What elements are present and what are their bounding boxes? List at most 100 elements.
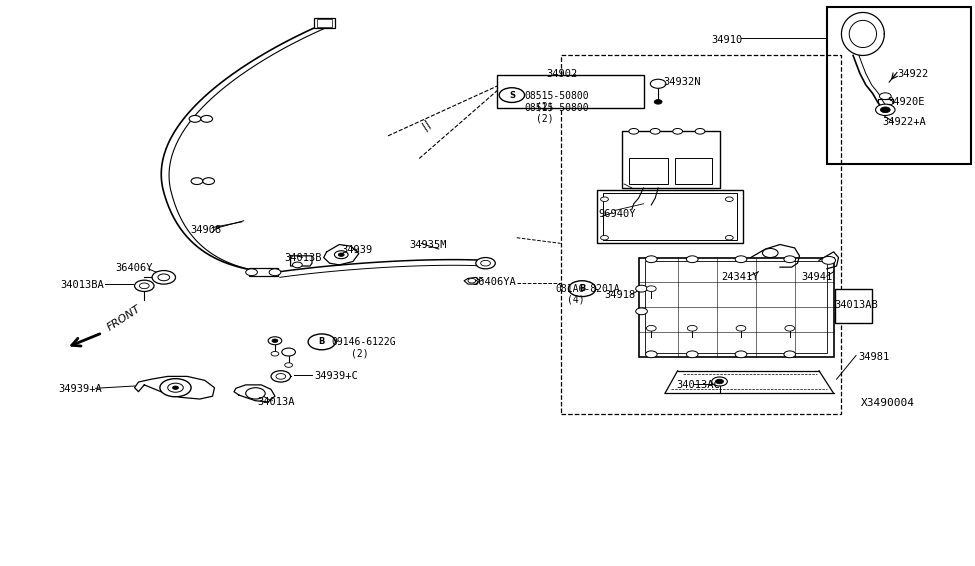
Text: 36406YA: 36406YA bbox=[472, 277, 516, 287]
Text: FRONT: FRONT bbox=[105, 304, 142, 333]
Bar bbox=[622, 131, 720, 188]
Circle shape bbox=[650, 79, 666, 88]
Circle shape bbox=[201, 115, 213, 122]
Circle shape bbox=[282, 348, 295, 356]
Circle shape bbox=[499, 88, 525, 102]
Circle shape bbox=[785, 325, 795, 331]
Text: 09146-6122G: 09146-6122G bbox=[332, 337, 396, 347]
Circle shape bbox=[686, 351, 698, 358]
Bar bbox=[561, 55, 841, 414]
Circle shape bbox=[735, 351, 747, 358]
Text: 34918: 34918 bbox=[604, 290, 636, 301]
Circle shape bbox=[246, 388, 265, 399]
Text: 34013B: 34013B bbox=[285, 252, 322, 263]
Bar bbox=[603, 193, 737, 240]
Bar bbox=[827, 7, 971, 164]
Bar bbox=[314, 18, 335, 28]
Circle shape bbox=[271, 351, 279, 356]
Circle shape bbox=[879, 93, 891, 100]
Circle shape bbox=[876, 104, 895, 115]
Text: X3490004: X3490004 bbox=[861, 398, 915, 408]
Circle shape bbox=[135, 280, 154, 291]
Text: 34941: 34941 bbox=[801, 272, 833, 282]
Circle shape bbox=[338, 253, 344, 256]
Text: 36406Y: 36406Y bbox=[115, 263, 152, 273]
Bar bbox=[497, 75, 644, 108]
Circle shape bbox=[784, 256, 796, 263]
Bar bbox=[645, 261, 827, 353]
Circle shape bbox=[189, 115, 201, 122]
Text: 24341Y: 24341Y bbox=[722, 272, 759, 282]
Circle shape bbox=[173, 386, 178, 389]
Bar bbox=[629, 158, 668, 184]
Text: B: B bbox=[579, 284, 585, 293]
Text: 34922: 34922 bbox=[897, 68, 928, 79]
Circle shape bbox=[269, 269, 281, 276]
Text: 34922+A: 34922+A bbox=[882, 117, 926, 127]
Text: (2): (2) bbox=[536, 114, 554, 124]
Text: 08515-50800: 08515-50800 bbox=[525, 91, 589, 101]
Text: 96940Y: 96940Y bbox=[599, 209, 636, 219]
Circle shape bbox=[276, 374, 286, 379]
Circle shape bbox=[158, 274, 170, 281]
Bar bbox=[249, 268, 278, 276]
Text: (2): (2) bbox=[351, 348, 369, 358]
Text: S: S bbox=[509, 91, 515, 100]
Bar bbox=[317, 19, 332, 27]
Circle shape bbox=[468, 278, 476, 283]
Text: 34939+A: 34939+A bbox=[58, 384, 102, 395]
Circle shape bbox=[203, 178, 214, 185]
Text: 34910: 34910 bbox=[712, 35, 743, 45]
Circle shape bbox=[650, 128, 660, 134]
Circle shape bbox=[629, 128, 639, 134]
Circle shape bbox=[646, 325, 656, 331]
Text: 34013AB: 34013AB bbox=[835, 299, 878, 310]
Text: 34981: 34981 bbox=[858, 351, 889, 362]
Text: //: // bbox=[419, 118, 435, 133]
Circle shape bbox=[762, 248, 778, 258]
Circle shape bbox=[268, 337, 282, 345]
Bar bbox=[597, 190, 743, 243]
Circle shape bbox=[601, 235, 608, 240]
Circle shape bbox=[716, 379, 723, 384]
Text: B: B bbox=[319, 337, 325, 346]
Circle shape bbox=[822, 256, 836, 264]
Circle shape bbox=[271, 371, 291, 382]
Text: (2): (2) bbox=[536, 101, 554, 112]
Circle shape bbox=[695, 128, 705, 134]
Circle shape bbox=[152, 271, 176, 284]
Text: 08515-50800: 08515-50800 bbox=[525, 102, 589, 113]
Circle shape bbox=[636, 308, 647, 315]
Text: 34932N: 34932N bbox=[663, 77, 700, 87]
Circle shape bbox=[191, 178, 203, 185]
Circle shape bbox=[308, 334, 335, 350]
Circle shape bbox=[292, 262, 302, 268]
Text: 34908: 34908 bbox=[190, 225, 221, 235]
Text: 34902: 34902 bbox=[546, 68, 577, 79]
Circle shape bbox=[654, 100, 662, 104]
Text: 081A6-8201A: 081A6-8201A bbox=[556, 284, 620, 294]
Circle shape bbox=[686, 256, 698, 263]
Bar bbox=[835, 289, 872, 323]
Circle shape bbox=[601, 197, 608, 201]
Circle shape bbox=[476, 258, 495, 269]
Text: 34935M: 34935M bbox=[410, 239, 447, 250]
Text: 34939+C: 34939+C bbox=[314, 371, 358, 381]
Circle shape bbox=[246, 269, 257, 276]
Circle shape bbox=[673, 128, 682, 134]
Circle shape bbox=[481, 260, 490, 266]
Text: 34920E: 34920E bbox=[887, 97, 924, 107]
Circle shape bbox=[646, 286, 656, 291]
Circle shape bbox=[687, 325, 697, 331]
Circle shape bbox=[712, 377, 727, 386]
Circle shape bbox=[636, 285, 647, 292]
Circle shape bbox=[880, 107, 890, 113]
Circle shape bbox=[334, 251, 348, 259]
Circle shape bbox=[725, 235, 733, 240]
Circle shape bbox=[285, 363, 292, 367]
Circle shape bbox=[168, 383, 183, 392]
Circle shape bbox=[568, 281, 596, 297]
Circle shape bbox=[725, 197, 733, 201]
Text: 34013BA: 34013BA bbox=[60, 280, 104, 290]
Circle shape bbox=[139, 283, 149, 289]
